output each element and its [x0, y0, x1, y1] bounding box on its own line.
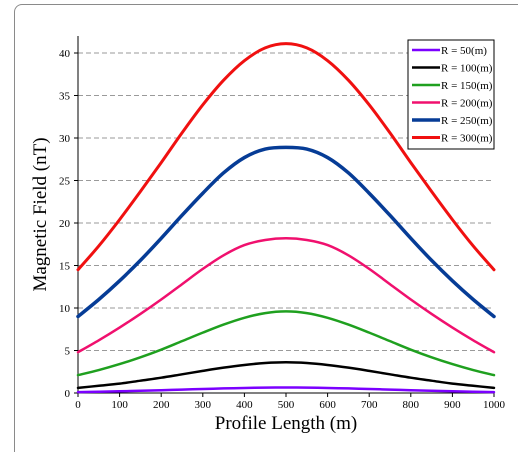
series-line-4	[76, 145, 496, 319]
x-tick-label: 300	[195, 399, 212, 411]
legend-label: R = 150(m)	[441, 80, 493, 92]
x-tick-label: 0	[75, 399, 81, 411]
series-line-1	[76, 360, 496, 390]
series-line-0	[76, 386, 496, 394]
y-axis-title: Magnetic Field (nT)	[30, 137, 51, 291]
legend-label: R = 250(m)	[441, 115, 493, 127]
series-line-5	[76, 42, 496, 272]
x-tick-label: 700	[361, 399, 378, 411]
legend-label: R = 200(m)	[441, 98, 493, 110]
x-tick-label: 500	[278, 399, 295, 411]
axes	[74, 36, 495, 397]
y-tick-label: 20	[59, 218, 71, 230]
x-tick-label: 400	[236, 399, 253, 411]
y-tick-label: 35	[59, 91, 71, 103]
y-tick-label: 5	[65, 346, 71, 358]
x-tick-label: 200	[153, 399, 170, 411]
y-tick-label: 0	[65, 388, 71, 400]
legend-label: R = 100(m)	[441, 63, 493, 75]
figure-frame	[14, 4, 518, 452]
x-tick-label: 1000	[483, 399, 506, 411]
x-tick-label: 900	[444, 399, 461, 411]
y-tick-label: 40	[59, 48, 71, 60]
tick-labels: 0 100 200 300 400 500 600 700 800 900 1000 0 5 10 15 20…	[59, 48, 506, 411]
x-tick-label: 800	[403, 399, 420, 411]
legend-box	[407, 39, 495, 150]
series-line-3	[76, 237, 496, 354]
series-line-2	[76, 310, 496, 377]
y-tick-label: 15	[59, 261, 71, 273]
legend-label: R = 50(m)	[441, 45, 487, 57]
x-tick-label: 600	[319, 399, 336, 411]
y-tick-label: 30	[59, 133, 71, 145]
legend-label: R = 300(m)	[441, 133, 493, 145]
legend: R = 50(m) R = 100(m) R = 150(m) R = 200(m) R…	[407, 39, 495, 150]
y-tick-label: 25	[59, 176, 71, 188]
x-axis-title: Profile Length (m)	[215, 413, 357, 434]
series-lines	[76, 42, 496, 394]
x-tick-label: 100	[111, 399, 128, 411]
y-tick-label: 10	[59, 303, 71, 315]
